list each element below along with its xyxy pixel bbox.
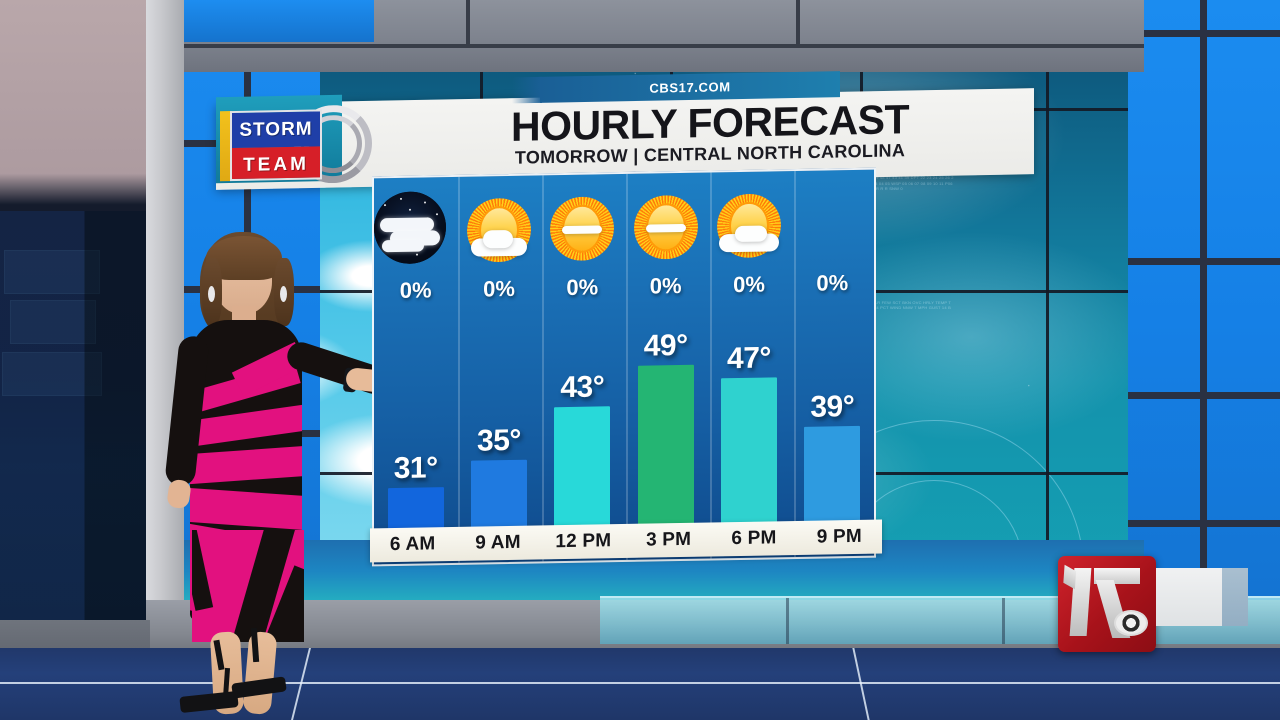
bar-column-6pm: 47°: [707, 311, 790, 525]
precip-value: 0%: [649, 272, 682, 299]
temp-label: 31°: [393, 451, 438, 486]
precip-value: 0%: [483, 275, 515, 302]
precip-value: 0%: [816, 270, 849, 296]
time-label: 3 PM: [646, 528, 692, 551]
hand-left: [166, 478, 192, 510]
bar-column-6am: 31°: [374, 317, 457, 531]
temp-label: 39°: [810, 389, 855, 424]
video-wall-seam-v: [1046, 0, 1049, 612]
bar-column-12pm: 43°: [541, 314, 624, 528]
temp-bar: [470, 459, 527, 529]
studio-wall-right: [1128, 0, 1280, 640]
channel-17-logo: [1058, 556, 1156, 652]
temperature-bar-row: 31° 35° 43° 49° 47° 39°: [374, 310, 874, 531]
temp-bar: [554, 406, 611, 528]
time-label: 12 PM: [555, 530, 612, 553]
leg-right: [242, 630, 278, 716]
cbs-eye-icon: [1114, 610, 1148, 636]
sun-cloud-icon: [713, 189, 785, 262]
precip-value: 0%: [733, 271, 765, 298]
precip-value: 0%: [566, 274, 599, 301]
storm-team-logo: STORM TEAM: [220, 104, 372, 187]
bar-column-9am: 35°: [457, 315, 540, 529]
temp-label: 43°: [560, 370, 605, 405]
earring: [280, 286, 287, 302]
sun-cloud-icon: [463, 194, 535, 267]
weather-icon-row: [374, 184, 874, 273]
temp-label: 47°: [727, 341, 771, 376]
time-label: 9 AM: [475, 531, 521, 554]
bar-column-3pm: 49°: [624, 313, 707, 526]
time-label: 6 PM: [731, 527, 777, 550]
bar-column-9pm: 39°: [791, 310, 874, 523]
temp-bar: [387, 487, 444, 531]
studio-pillar: [146, 0, 184, 640]
time-label: 9 PM: [816, 525, 862, 548]
temp-label: 49°: [643, 328, 688, 363]
precip-chance-row: 0% 0% 0% 0% 0% 0%: [374, 270, 874, 313]
sun-icon: [630, 191, 702, 264]
hourly-forecast-chart: 0% 0% 0% 0% 0% 0% 31° 35° 43° 49°: [370, 167, 882, 567]
time-label: 6 AM: [389, 533, 436, 556]
temp-label: 35°: [477, 423, 521, 458]
temp-bar: [720, 377, 777, 525]
temp-bar: [804, 425, 861, 523]
logo-text-storm: STORM: [239, 118, 313, 141]
lower-third-plate: [1156, 568, 1248, 626]
temp-bar: [637, 364, 694, 526]
meteorologist: [128, 232, 431, 720]
studio-soffit-accent: [184, 0, 374, 42]
studio-background-room-left: [0, 0, 146, 620]
logo-text-team: TEAM: [243, 153, 309, 176]
earring: [208, 286, 215, 302]
sun-icon: [546, 192, 618, 265]
dress-skirt: [192, 530, 304, 642]
precip-value: 0%: [399, 277, 432, 303]
